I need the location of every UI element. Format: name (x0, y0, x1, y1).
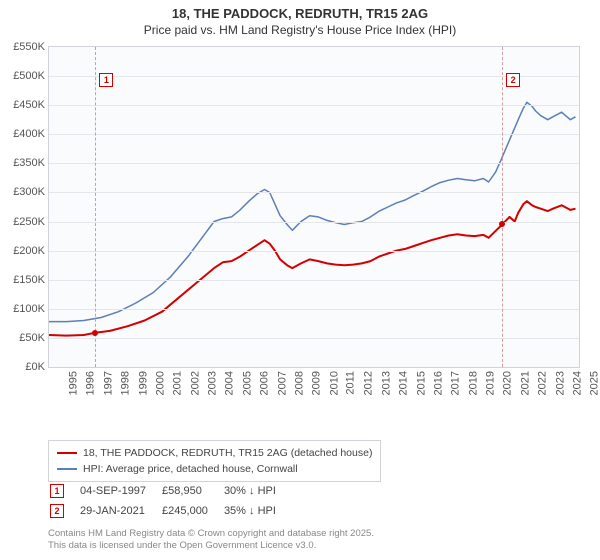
y-tick-label: £150K (13, 274, 45, 286)
x-tick-label: 2023 (554, 371, 566, 395)
legend-item: 18, THE PADDOCK, REDRUTH, TR15 2AG (deta… (57, 445, 372, 461)
legend-label: 18, THE PADDOCK, REDRUTH, TR15 2AG (deta… (83, 447, 372, 459)
chart-title: 18, THE PADDOCK, REDRUTH, TR15 2AG (0, 6, 600, 23)
y-tick-label: £250K (13, 216, 45, 228)
gridline-h (49, 134, 579, 135)
x-tick-label: 2024 (571, 371, 583, 395)
transaction-row: 1 04-SEP-1997£58,95030% ↓ HPI (50, 482, 290, 500)
transaction-delta: 35% ↓ HPI (224, 502, 290, 520)
y-tick-label: £450K (13, 99, 45, 111)
y-tick-label: £100K (13, 303, 45, 315)
x-tick-label: 2017 (450, 371, 462, 395)
x-tick-label: 2015 (415, 371, 427, 395)
transaction-marker-icon: 2 (50, 504, 64, 518)
legend-swatch (57, 468, 77, 470)
gridline-h (49, 338, 579, 339)
attribution: Contains HM Land Registry data © Crown c… (48, 528, 374, 552)
legend-swatch (57, 452, 77, 454)
transaction-date: 04-SEP-1997 (80, 482, 160, 500)
gridline-h (49, 251, 579, 252)
marker-guideline (502, 47, 503, 367)
x-tick-label: 1996 (85, 371, 97, 395)
legend-label: HPI: Average price, detached house, Corn… (83, 463, 298, 475)
x-tick-label: 1997 (102, 371, 114, 395)
gridline-h (49, 76, 579, 77)
chart-container: { "title": { "line1": "18, THE PADDOCK, … (0, 0, 600, 560)
x-tick-label: 1998 (120, 371, 132, 395)
transaction-point (499, 221, 505, 227)
transaction-marker-icon: 1 (50, 484, 64, 498)
marker-guideline (95, 47, 96, 367)
x-tick-label: 2012 (363, 371, 375, 395)
x-tick-label: 2000 (154, 371, 166, 395)
legend-item: HPI: Average price, detached house, Corn… (57, 461, 372, 477)
x-tick-label: 2001 (172, 371, 184, 395)
x-tick-label: 2005 (241, 371, 253, 395)
transaction-price: £58,950 (162, 482, 222, 500)
x-tick-label: 2014 (398, 371, 410, 395)
transaction-row: 2 29-JAN-2021£245,00035% ↓ HPI (50, 502, 290, 520)
y-tick-label: £550K (13, 41, 45, 53)
transaction-date: 29-JAN-2021 (80, 502, 160, 520)
attribution-line2: This data is licensed under the Open Gov… (48, 540, 374, 552)
y-tick-label: £300K (13, 186, 45, 198)
y-tick-label: £200K (13, 245, 45, 257)
x-tick-label: 2008 (293, 371, 305, 395)
transaction-price: £245,000 (162, 502, 222, 520)
y-tick-label: £400K (13, 128, 45, 140)
gridline-h (49, 163, 579, 164)
x-tick-label: 2004 (224, 371, 236, 395)
attribution-line1: Contains HM Land Registry data © Crown c… (48, 528, 374, 540)
y-tick-label: £350K (13, 157, 45, 169)
x-tick-label: 2009 (311, 371, 323, 395)
x-tick-label: 2003 (207, 371, 219, 395)
gridline-h (49, 309, 579, 310)
x-tick-label: 2016 (432, 371, 444, 395)
transaction-delta: 30% ↓ HPI (224, 482, 290, 500)
chart-marker-2: 2 (506, 73, 520, 87)
transactions-table: 1 04-SEP-1997£58,95030% ↓ HPI 2 29-JAN-2021… (48, 480, 292, 522)
x-tick-label: 1995 (67, 371, 79, 395)
chart-area: £0K £50K £100K £150K £200K £250K £300K £350K £40… (0, 42, 600, 412)
transaction-point (92, 330, 98, 336)
gridline-h (49, 192, 579, 193)
x-tick-label: 2018 (467, 371, 479, 395)
x-tick-label: 2007 (276, 371, 288, 395)
x-tick-label: 2022 (537, 371, 549, 395)
plot-area: £0K£50K£100K£150K£200K£250K£300K£350K£40… (48, 46, 580, 368)
gridline-h (49, 105, 579, 106)
chart-subtitle: Price paid vs. HM Land Registry's House … (0, 23, 600, 39)
legend: 18, THE PADDOCK, REDRUTH, TR15 2AG (deta… (48, 440, 381, 482)
x-tick-label: 2025 (589, 371, 600, 395)
x-tick-label: 2019 (485, 371, 497, 395)
y-tick-label: £50K (19, 332, 45, 344)
x-tick-label: 2020 (502, 371, 514, 395)
x-tick-label: 2013 (380, 371, 392, 395)
x-tick-label: 2010 (328, 371, 340, 395)
x-tick-label: 2002 (189, 371, 201, 395)
gridline-h (49, 280, 579, 281)
x-tick-label: 2006 (259, 371, 271, 395)
series-lines (49, 47, 579, 367)
chart-title-block: 18, THE PADDOCK, REDRUTH, TR15 2AG Price… (0, 0, 600, 38)
y-tick-label: £500K (13, 70, 45, 82)
x-tick-label: 1999 (137, 371, 149, 395)
chart-marker-1: 1 (99, 73, 113, 87)
x-tick-label: 2021 (519, 371, 531, 395)
x-tick-label: 2011 (345, 371, 357, 395)
y-tick-label: £0K (25, 361, 45, 373)
